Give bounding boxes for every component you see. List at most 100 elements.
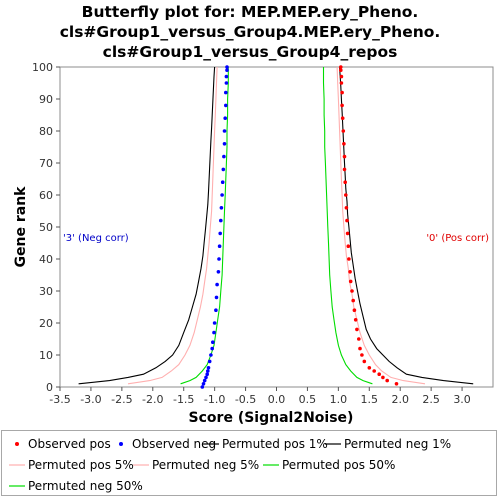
legend-label: Permuted pos 50% [282,458,396,472]
data-point [218,231,222,236]
y-tick-label: 10 [39,349,53,362]
data-point [210,346,214,351]
neg-corr-annotation: '3' (Neg corr) [63,233,129,244]
data-point [345,231,350,236]
data-point [217,257,221,261]
data-point [372,369,377,373]
x-tick-label: 2.5 [422,393,440,406]
data-point [219,218,223,223]
data-point [340,116,345,120]
data-point [351,298,356,303]
data-point [221,167,226,172]
series-dots-observed-neg [200,65,229,389]
data-point [224,90,228,95]
legend-label: Permuted neg 5% [152,458,260,472]
data-point [348,279,353,284]
y-tick-label: 90 [39,93,53,106]
data-point [216,270,221,274]
y-tick-label: 50 [39,221,53,234]
legend-label: Observed neg [132,437,217,451]
data-point [350,289,354,293]
data-point [214,308,218,313]
data-point [224,103,228,108]
chart-title-line-2: cls#Group1_versus_Group4.MEP.ery_Pheno. [59,23,441,41]
series-line-permuted-neg-5pct [127,66,218,385]
pos-corr-annotation: '0' (Pos corr) [426,233,489,244]
data-point [381,375,385,380]
data-point [212,321,217,325]
data-point [342,142,346,146]
data-point [339,81,344,85]
series-line-permuted-pos-50pct [322,67,373,385]
y-tick-label: 40 [39,253,53,266]
x-tick-label: 2.0 [391,393,409,406]
data-point [342,167,347,172]
data-point [362,359,367,364]
x-tick-label: 3.0 [453,393,471,406]
x-tick-label: 1.5 [361,393,379,406]
legend-swatch [9,464,25,466]
x-axis: -3.5 -3.0 -2.5 -2.0 -1.5 -1.0 -0.5 0.0 0.5 1.0 1.5… [49,387,471,406]
x-tick-label: -1.0 [204,393,225,406]
y-tick-label: 60 [39,189,53,202]
data-point [200,385,205,389]
x-tick-label: -0.5 [235,393,256,406]
y-tick-label: 30 [39,285,53,298]
data-point [367,366,372,370]
data-point [224,74,229,79]
data-point [360,353,364,357]
data-point [206,369,210,373]
chart-title-line-3: cls#Group1_versus_Group4_repos [102,43,398,61]
data-point [344,206,349,210]
data-point [214,295,219,300]
y-axis-label: Gene rank [13,186,29,268]
data-point [358,346,362,351]
data-point [220,180,225,184]
data-point [352,308,357,313]
legend-swatch [263,464,279,466]
x-tick-label: 0.0 [268,393,286,406]
legend-swatch [9,485,25,487]
data-point [224,81,229,85]
legend-swatch [325,443,341,445]
y-tick-label: 20 [39,317,53,330]
data-point [339,65,343,69]
legend-label: Permuted pos 1% [222,437,328,451]
x-tick-label: -2.0 [142,393,163,406]
data-point [343,180,348,184]
series-dots-observed-pos [339,65,399,386]
series-layer [78,65,474,389]
data-point [225,65,229,69]
legend-label: Permuted neg 1% [344,437,452,451]
legend-label: Permuted neg 50% [28,479,143,493]
chart-title-line-1: Butterfly plot for: MEP.MEP.ery_Pheno. [81,3,419,21]
data-point [223,116,227,120]
series-line-permuted-pos-1pct [339,66,474,385]
data-point [344,193,348,197]
data-point [212,330,216,335]
plot-area [59,66,494,388]
data-point [394,382,399,386]
series-line-permuted-pos-5pct [336,66,426,385]
legend-label: Observed pos [28,437,111,451]
legend-label: Permuted pos 5% [28,458,134,472]
data-point [219,206,224,210]
data-point [222,154,226,159]
x-tick-label: -3.0 [80,393,101,406]
legend-swatch [15,442,19,446]
data-point [225,68,229,72]
x-tick-label: -2.5 [111,393,132,406]
data-point [222,129,227,133]
data-point [355,327,359,332]
chart-legend: Observed pos Observed neg Permuted pos 1% P… [1,430,497,496]
data-point [202,378,207,383]
data-point [353,318,358,322]
data-point [220,193,224,197]
data-point [340,103,344,108]
data-point [346,244,351,248]
data-point [342,154,347,159]
data-point [339,74,344,79]
data-point [385,378,390,383]
x-tick-label: -3.5 [49,393,70,406]
